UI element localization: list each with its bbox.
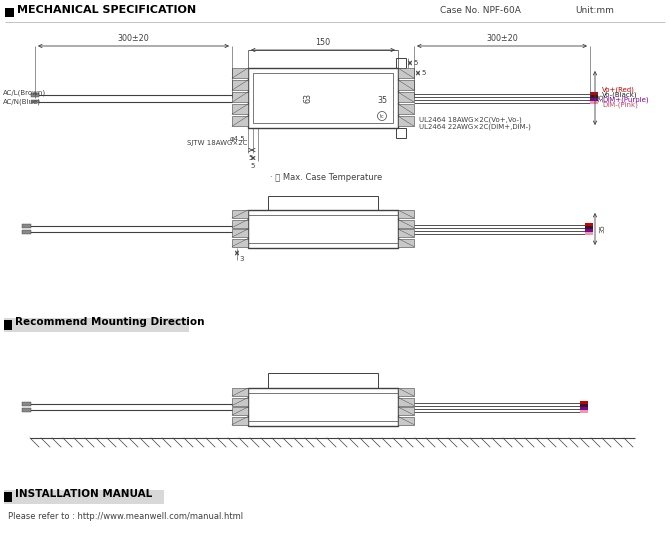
Bar (232, 417, 248, 424)
Text: 300±20: 300±20 (486, 34, 518, 43)
Bar (268, 373, 378, 388)
Text: Vo+(Red): Vo+(Red) (602, 87, 635, 94)
Bar (398, 388, 414, 396)
Bar (248, 388, 398, 426)
Text: UL2464 18AWG×2C(Vo+,Vo-): UL2464 18AWG×2C(Vo+,Vo-) (419, 116, 522, 123)
Bar (22, 230, 31, 234)
Bar (585, 229, 593, 232)
Text: tc: tc (380, 114, 385, 119)
Text: SJTW 18AWG×2C: SJTW 18AWG×2C (187, 140, 247, 146)
Bar (398, 398, 414, 405)
Bar (585, 232, 593, 235)
Bar (4, 320, 12, 330)
Text: DIM-(Pink): DIM-(Pink) (602, 102, 638, 108)
Text: 3: 3 (239, 256, 243, 262)
Text: 5: 5 (251, 163, 255, 169)
Text: Case No. NPF-60A: Case No. NPF-60A (440, 6, 521, 15)
Bar (232, 68, 248, 78)
Bar (590, 101, 598, 104)
Text: 35: 35 (598, 94, 604, 102)
Bar (398, 239, 414, 246)
Bar (232, 398, 248, 405)
Text: 300±20: 300±20 (118, 34, 149, 43)
Text: AC/N(Blue): AC/N(Blue) (3, 99, 41, 105)
Bar (5, 8, 14, 17)
Text: · Ⓣ Max. Case Temperature: · Ⓣ Max. Case Temperature (270, 173, 383, 182)
Bar (580, 407, 588, 410)
Bar (31, 100, 39, 103)
Text: Unit:mm: Unit:mm (575, 6, 614, 15)
Bar (398, 229, 414, 237)
Text: Recommend Mounting Direction: Recommend Mounting Direction (15, 317, 204, 327)
Bar (398, 417, 414, 424)
Bar (580, 404, 588, 407)
Text: 35: 35 (599, 225, 605, 234)
Bar (22, 408, 31, 412)
Text: DIM+(Purple): DIM+(Purple) (602, 97, 649, 103)
Text: Please refer to : http://www.meanwell.com/manual.html: Please refer to : http://www.meanwell.co… (8, 512, 243, 521)
Bar (248, 68, 398, 128)
Bar (232, 92, 248, 102)
Text: INSTALLATION MANUAL: INSTALLATION MANUAL (15, 489, 152, 499)
Text: MECHANICAL SPECIFICATION: MECHANICAL SPECIFICATION (17, 5, 196, 15)
Bar (398, 407, 414, 415)
Bar (4, 490, 164, 504)
Bar (232, 239, 248, 246)
Text: UL2464 22AWG×2C(DIM+,DIM-): UL2464 22AWG×2C(DIM+,DIM-) (419, 123, 531, 129)
Bar (585, 226, 593, 229)
Bar (232, 104, 248, 114)
Bar (232, 407, 248, 415)
Bar (398, 68, 414, 78)
Bar (396, 128, 406, 138)
Bar (590, 95, 598, 98)
Bar (398, 210, 414, 218)
Bar (396, 58, 406, 68)
Bar (268, 196, 378, 210)
Bar (398, 116, 414, 126)
Bar (232, 80, 248, 90)
Bar (232, 116, 248, 126)
Bar (398, 220, 414, 227)
Text: 63: 63 (304, 93, 312, 103)
Bar (232, 229, 248, 237)
Bar (398, 104, 414, 114)
Text: 35: 35 (377, 96, 387, 105)
Bar (22, 224, 31, 228)
Bar (232, 220, 248, 227)
Bar (248, 210, 398, 248)
Text: 5: 5 (421, 70, 425, 76)
Bar (398, 92, 414, 102)
Bar (585, 223, 593, 226)
Bar (253, 73, 393, 123)
Bar (232, 210, 248, 218)
Bar (31, 93, 39, 96)
Bar (580, 410, 588, 413)
Bar (4, 318, 189, 332)
Bar (398, 80, 414, 90)
Bar (590, 92, 598, 95)
Text: Vo-(Black): Vo-(Black) (602, 92, 638, 98)
Text: 5: 5 (413, 60, 417, 66)
Bar (232, 388, 248, 396)
Bar (580, 401, 588, 404)
Text: 5: 5 (249, 155, 253, 161)
Bar (4, 492, 12, 502)
Text: AC/L(Brown): AC/L(Brown) (3, 90, 46, 96)
Bar (590, 98, 598, 101)
Bar (22, 402, 31, 406)
Text: 150: 150 (316, 38, 330, 47)
Text: φ4.5: φ4.5 (230, 136, 246, 142)
